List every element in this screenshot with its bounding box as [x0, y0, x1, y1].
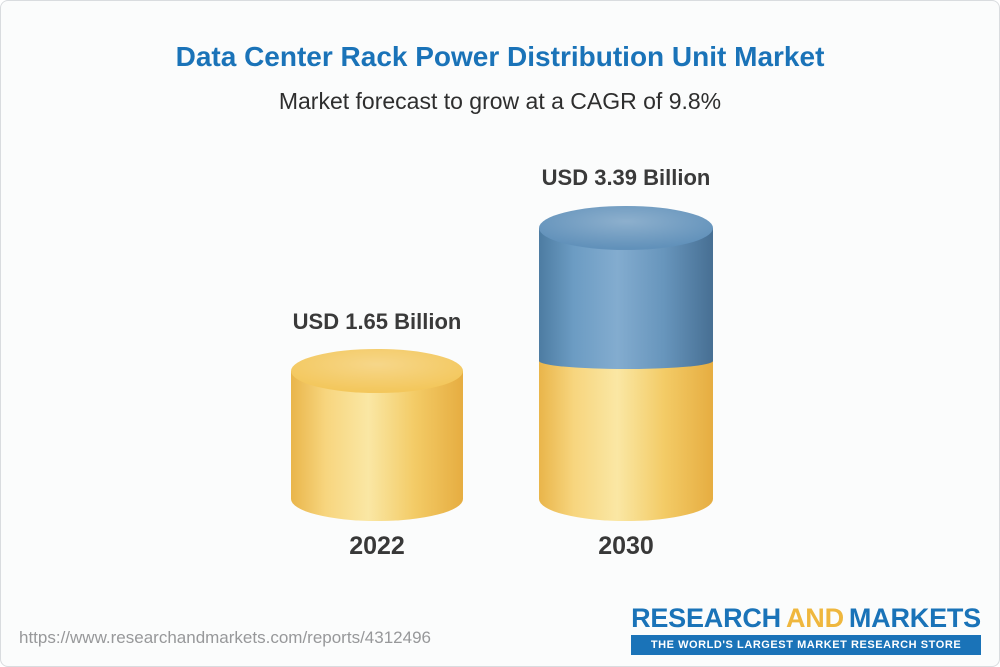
source-url: https://www.researchandmarkets.com/repor… — [19, 628, 431, 647]
chart-subtitle: Market forecast to grow at a CAGR of 9.8… — [278, 88, 722, 114]
logo-word-research: RESEARCH — [631, 602, 781, 633]
value-label-2022: USD 1.65 Billion — [292, 309, 462, 334]
logo-word-markets: MARKETS — [848, 602, 981, 633]
bar-2022-cylinder — [291, 349, 463, 521]
axis-label-2030: 2030 — [598, 532, 654, 560]
logo-tagline: THE WORLD'S LARGEST MARKET RESEARCH STOR… — [631, 635, 981, 655]
bar-2030-cylinder — [539, 206, 713, 521]
logo-wordmark: RESEARCH AND MARKETS — [631, 602, 981, 633]
logo-word-and: AND — [785, 602, 844, 633]
research-and-markets-logo: RESEARCH AND MARKETS THE WORLD'S LARGEST M… — [631, 602, 981, 655]
chart-title: Data Center Rack Power Distribution Unit… — [175, 41, 825, 72]
axis-label-2022: 2022 — [349, 532, 405, 560]
value-label-2030: USD 3.39 Billion — [541, 165, 711, 190]
